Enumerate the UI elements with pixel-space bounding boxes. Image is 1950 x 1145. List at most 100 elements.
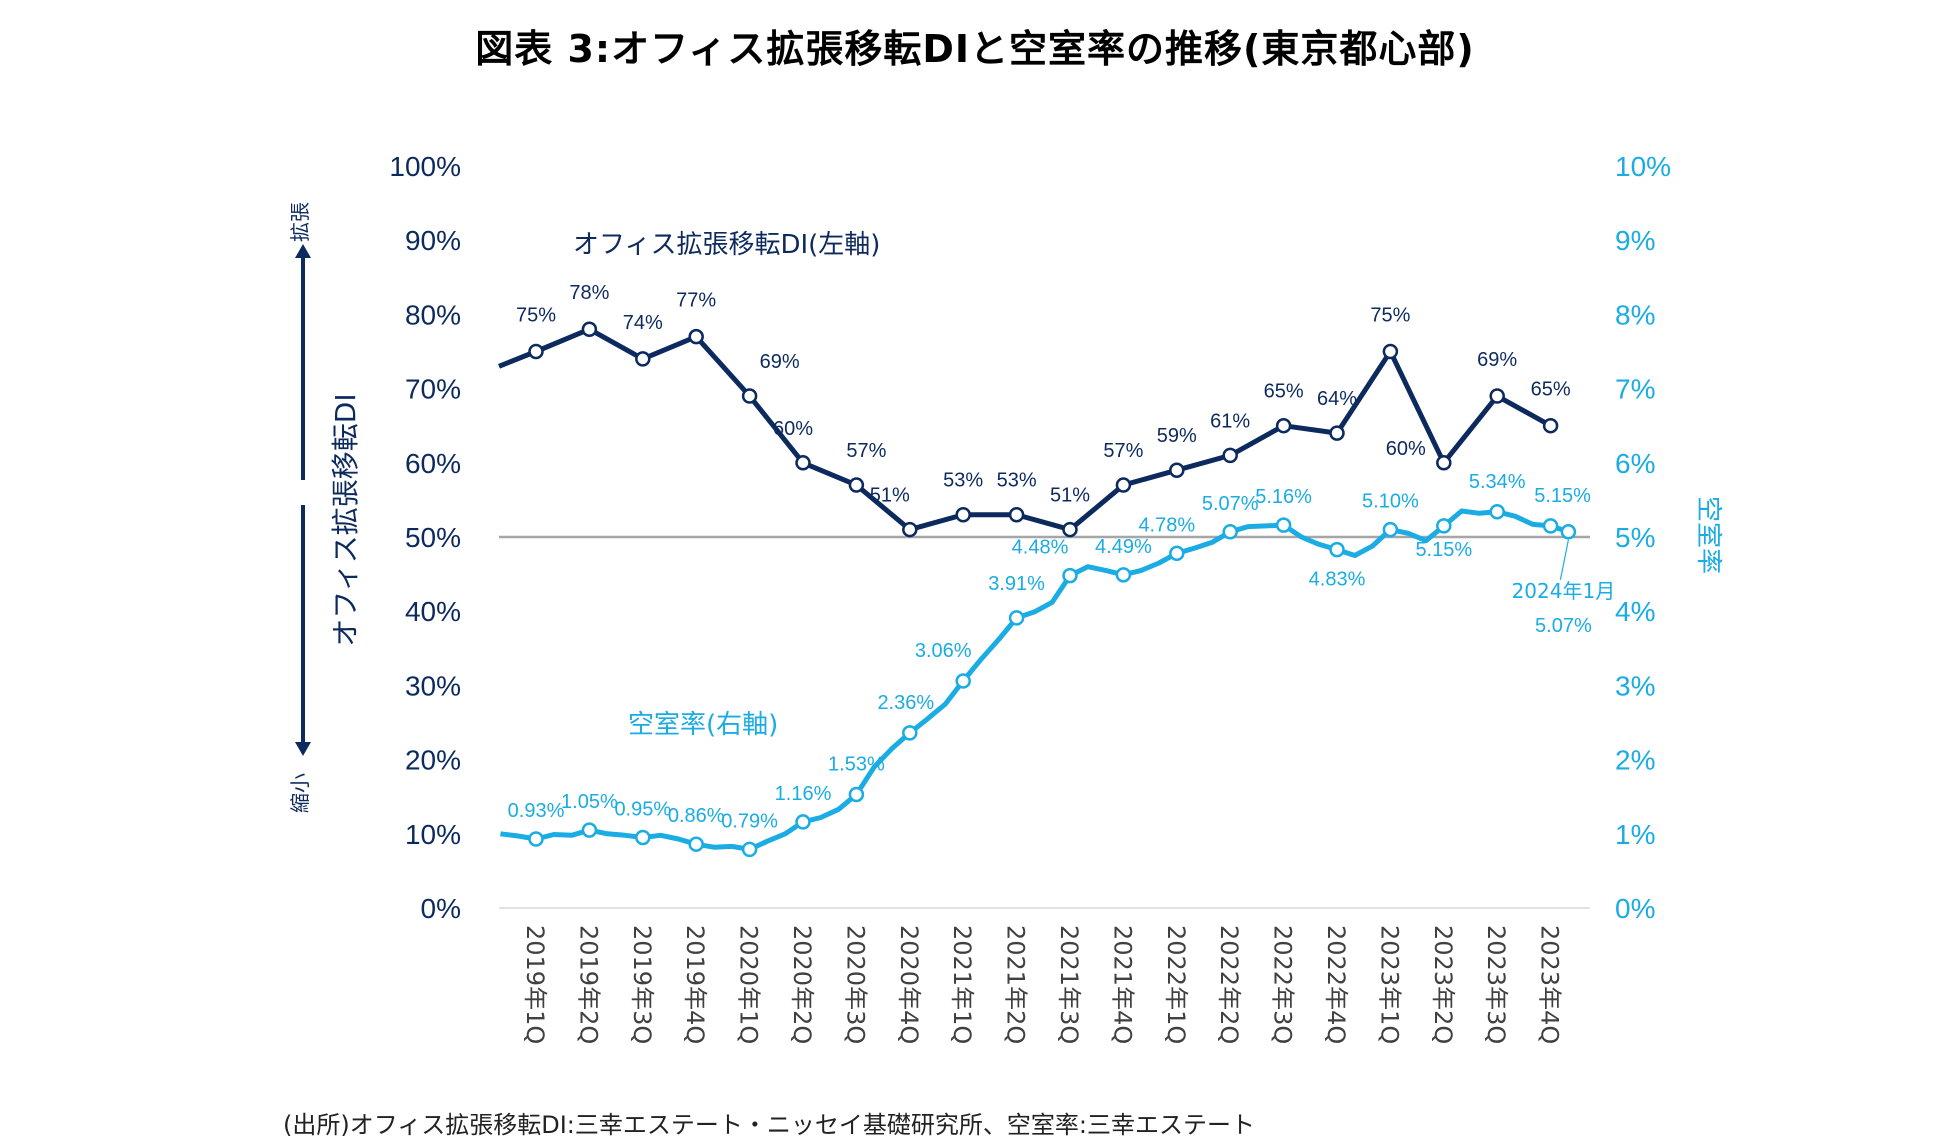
di-point xyxy=(955,506,971,523)
vacancy-rate-point xyxy=(1169,545,1185,562)
latest-date-label: 2024年1月 xyxy=(1512,579,1616,603)
di-series-legend: オフィス拡張移転DI(左軸) xyxy=(573,230,880,260)
x-axis-tick-label: 2021年3Q xyxy=(1055,925,1083,1044)
di-point xyxy=(795,455,811,471)
di-point xyxy=(688,328,704,345)
vacancy-rate-point xyxy=(1329,541,1345,558)
di-data-label: 61% xyxy=(1210,410,1250,432)
left-axis-tick-label: 50% xyxy=(405,522,461,553)
di-point xyxy=(1382,343,1399,360)
di-data-label: 74% xyxy=(623,312,663,334)
di-point xyxy=(1115,477,1132,493)
vacancy-rate-point xyxy=(1542,518,1559,534)
left-axis-title: オフィス拡張移転DI xyxy=(329,393,362,646)
vacancy-rate-point xyxy=(848,786,865,803)
di-point xyxy=(1329,425,1345,441)
x-axis-tick-label: 2022年2Q xyxy=(1215,925,1243,1044)
chart-title: 図表 3:オフィス拡張移転DIと空室率の推移(東京都心部) xyxy=(475,27,1475,71)
di-data-label: 53% xyxy=(943,470,983,492)
arrow-up-label: 拡張 xyxy=(288,202,312,242)
left-axis-tick-label: 70% xyxy=(405,374,461,405)
di-data-label: 64% xyxy=(1317,388,1357,410)
di-data-label: 53% xyxy=(997,470,1037,492)
x-axis-tick-label: 2020年3Q xyxy=(841,925,869,1044)
vacancy-data-label: 5.34% xyxy=(1469,471,1526,493)
di-point xyxy=(1542,417,1559,434)
vacancy-rate-point xyxy=(955,673,971,689)
di-point xyxy=(1062,521,1078,538)
x-axis-tick-label: 2022年3Q xyxy=(1269,925,1297,1044)
di-data-label: 51% xyxy=(870,485,910,507)
latest-value-label: 5.07% xyxy=(1535,615,1592,637)
vacancy-data-label: 1.16% xyxy=(775,783,832,805)
x-axis-tick-label: 2020年2Q xyxy=(788,925,816,1044)
vacancy-data-label: 3.06% xyxy=(915,640,972,662)
di-data-label: 69% xyxy=(1477,349,1517,371)
vacancy-rate-point xyxy=(795,814,811,830)
vacancy-rate-point xyxy=(1275,517,1292,533)
di-data-label: 60% xyxy=(1386,438,1426,460)
vacancy-rate-point xyxy=(581,822,598,838)
di-data-label: 69% xyxy=(760,351,800,373)
left-axis-tick-label: 0% xyxy=(421,893,461,924)
vacancy-data-label: 1.05% xyxy=(561,791,618,813)
di-data-label: 60% xyxy=(773,418,813,440)
di-point xyxy=(635,351,651,367)
x-axis-tick-label: 2021年4Q xyxy=(1108,925,1136,1044)
di-point xyxy=(902,521,918,538)
right-axis-tick-label: 8% xyxy=(1615,299,1655,330)
right-axis-tick-label: 7% xyxy=(1615,374,1655,405)
vacancy-data-label: 0.95% xyxy=(614,799,671,821)
di-data-label: 59% xyxy=(1157,425,1197,447)
di-point xyxy=(1008,506,1025,523)
x-axis-tick-label: 2020年4Q xyxy=(895,925,923,1044)
right-axis-tick-label: 0% xyxy=(1615,893,1655,924)
vacancy-data-label: 3.91% xyxy=(988,573,1045,595)
vacancy-data-label: 5.15% xyxy=(1534,485,1591,507)
x-axis-tick-label: 2023年1Q xyxy=(1375,925,1403,1044)
right-axis-tick-label: 1% xyxy=(1615,819,1655,850)
x-axis-tick-label: 2019年4Q xyxy=(681,925,709,1044)
vacancy-rate-point xyxy=(1222,524,1238,540)
source-note: (出所)オフィス拡張移転DI:三幸エステート・ニッセイ基礎研究所、空室率:三幸エ… xyxy=(283,1111,1255,1139)
left-axis-tick-label: 10% xyxy=(405,819,461,850)
left-axis-tick-label: 20% xyxy=(405,745,461,776)
vacancy-data-label: 4.78% xyxy=(1138,514,1195,536)
di-data-label: 57% xyxy=(846,440,886,462)
di-data-label: 65% xyxy=(1531,379,1571,401)
vacancy-rate-point xyxy=(688,836,704,852)
vacancy-data-label: 4.48% xyxy=(1012,537,1069,559)
x-axis-tick-label: 2021年2Q xyxy=(1002,925,1030,1044)
vacancy-data-label: 0.93% xyxy=(508,800,565,822)
vacancy-data-label: 2.36% xyxy=(877,692,934,714)
di-data-label: 75% xyxy=(516,305,556,327)
left-axis-tick-label: 80% xyxy=(405,299,461,330)
di-point xyxy=(1436,455,1452,471)
right-axis-tick-label: 4% xyxy=(1615,596,1655,627)
di-data-label: 65% xyxy=(1264,381,1304,403)
di-point xyxy=(581,321,598,337)
x-axis-tick-label: 2022年4Q xyxy=(1322,925,1350,1044)
di-point xyxy=(1275,417,1292,434)
vacancy-data-label: 0.86% xyxy=(668,805,725,827)
left-axis-tick-label: 40% xyxy=(405,596,461,627)
vacancy-data-label: 0.79% xyxy=(721,810,778,832)
di-point xyxy=(1489,388,1505,404)
di-point xyxy=(741,388,758,404)
di-point xyxy=(528,343,544,360)
right-axis-tick-label: 9% xyxy=(1615,225,1655,256)
di-point xyxy=(1222,447,1238,464)
left-axis-tick-label: 30% xyxy=(405,670,461,701)
vacancy-rate-point xyxy=(1062,567,1078,584)
vacancy-rate-point xyxy=(1008,610,1025,626)
right-axis-title: 空室率 xyxy=(1693,496,1723,574)
di-data-label: 51% xyxy=(1050,485,1090,507)
vacancy-data-label: 4.49% xyxy=(1095,536,1152,558)
vacancy-data-label: 5.10% xyxy=(1362,491,1419,513)
vacancy-rate-point xyxy=(1489,504,1505,520)
x-axis-tick-label: 2019年3Q xyxy=(628,925,656,1044)
vacancy-data-label: 5.16% xyxy=(1255,486,1312,508)
x-axis-tick-label: 2023年2Q xyxy=(1429,925,1457,1044)
vacancy-data-label: 5.15% xyxy=(1415,539,1472,561)
